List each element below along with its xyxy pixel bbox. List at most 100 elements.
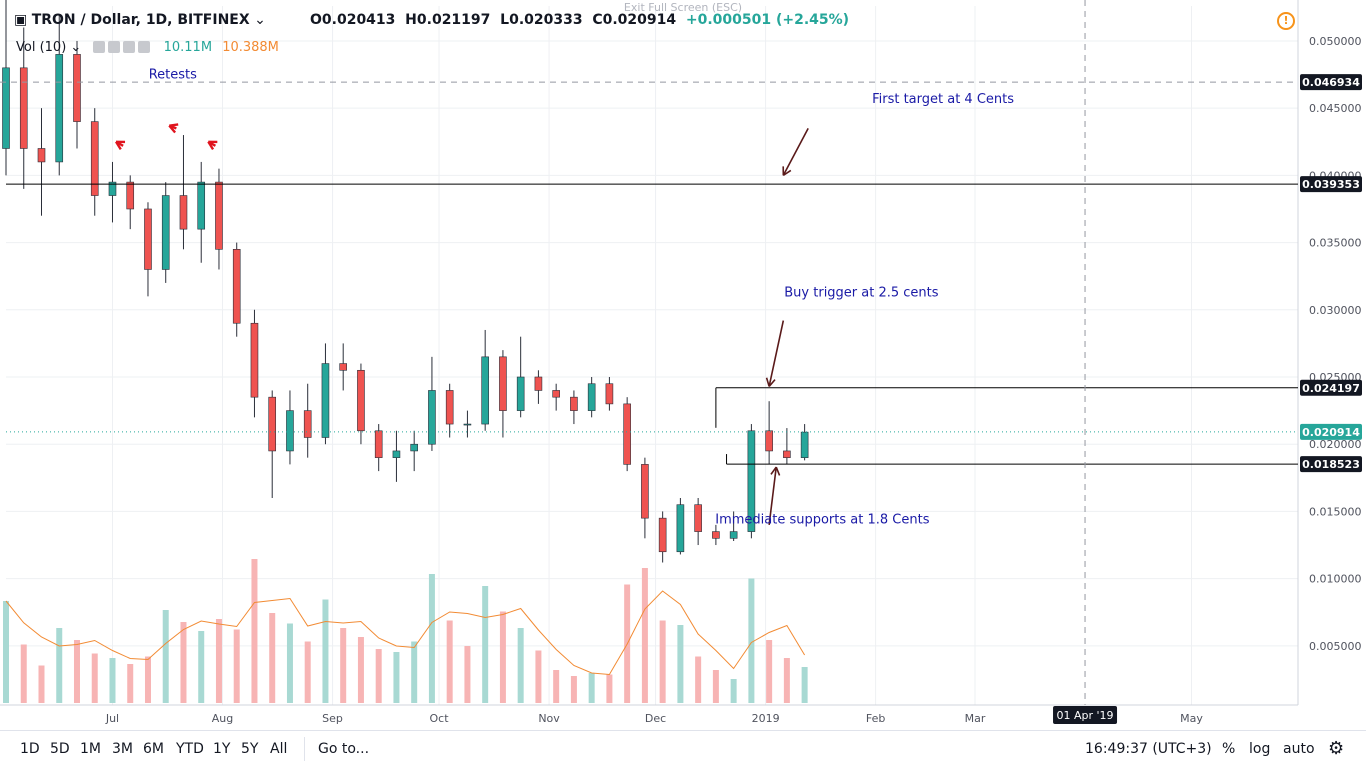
range-1d[interactable]: 1D <box>20 741 40 757</box>
symbol-title: TRON / Dollar, 1D, BITFINEX <box>32 12 250 28</box>
volume-controls <box>93 40 153 55</box>
annotation-label: First target at 4 Cents <box>872 92 1014 107</box>
candle-body <box>73 54 80 121</box>
candle-body <box>730 532 737 539</box>
annotation-arrow <box>783 128 808 175</box>
price-chart[interactable]: 0.0500000.0450000.0400000.0350000.030000… <box>0 0 1366 730</box>
volume-bar <box>429 574 435 703</box>
volume-bar <box>92 654 98 704</box>
volume-bar <box>74 640 80 703</box>
x-tick-label: Oct <box>430 712 450 725</box>
y-tick-label: 0.005000 <box>1309 640 1362 653</box>
volume-bar <box>766 640 772 703</box>
goto-button[interactable]: Go to... <box>318 741 369 757</box>
candle-body <box>357 370 364 430</box>
candle-body <box>499 357 506 411</box>
range-ytd[interactable]: YTD <box>176 741 204 757</box>
candle-body <box>606 384 613 404</box>
x-tick-label: 2019 <box>752 712 780 725</box>
candle-body <box>3 68 10 149</box>
volume-bar <box>269 613 275 703</box>
volume-bar <box>358 637 364 703</box>
symbol-header[interactable]: ▣ TRON / Dollar, 1D, BITFINEX ⌄ <box>14 12 266 28</box>
close-value: C0.020914 <box>592 12 676 28</box>
volume-bar <box>3 601 9 703</box>
ohlc-readout: O0.020413 H0.021197 L0.020333 C0.020914 … <box>310 12 849 28</box>
candle-body <box>659 518 666 552</box>
range-1y[interactable]: 1Y <box>213 741 230 757</box>
volume-bar <box>234 630 240 704</box>
candle-body <box>340 364 347 371</box>
candle-body <box>428 390 435 444</box>
volume-bar <box>731 679 737 703</box>
annotation-label: Immediate supports at 1.8 Cents <box>715 513 929 528</box>
close-icon[interactable] <box>138 41 150 53</box>
percent-toggle[interactable]: % <box>1222 741 1235 757</box>
candle-body <box>411 444 418 451</box>
x-tick-label: Dec <box>645 712 666 725</box>
log-toggle[interactable]: log <box>1249 741 1270 757</box>
range-3m[interactable]: 3M <box>112 741 133 757</box>
volume-ma-value: 10.388M <box>222 40 279 55</box>
candle-body <box>641 464 648 518</box>
crosshair-date-label: 01 Apr '19 <box>1057 709 1114 722</box>
volume-legend: Vol (10) ⌄ 10.11M 10.388M <box>16 40 279 55</box>
candle-body <box>162 196 169 270</box>
auto-toggle[interactable]: auto <box>1283 741 1315 757</box>
volume-bar <box>251 559 257 703</box>
y-tick-label: 0.030000 <box>1309 304 1362 317</box>
volume-bar <box>21 645 27 704</box>
candle-body <box>570 397 577 410</box>
candle-body <box>553 390 560 397</box>
volume-bar <box>376 649 382 703</box>
volume-bar <box>340 628 346 703</box>
volume-bar <box>784 658 790 703</box>
volume-bar <box>642 568 648 703</box>
volume-bar <box>500 612 506 704</box>
y-tick-label: 0.035000 <box>1309 237 1362 250</box>
range-5d[interactable]: 5D <box>50 741 70 757</box>
volume-bar <box>660 621 666 704</box>
candle-body <box>393 451 400 458</box>
eye-icon[interactable] <box>93 41 105 53</box>
range-6m[interactable]: 6M <box>143 741 164 757</box>
candle-body <box>624 404 631 464</box>
volume-bar <box>216 619 222 703</box>
volume-bar <box>535 651 541 704</box>
clock-readout[interactable]: 16:49:37 (UTC+3) <box>1085 741 1212 757</box>
candle-body <box>127 182 134 209</box>
gear-icon[interactable]: ⚙ <box>1328 738 1344 759</box>
candle-body <box>677 505 684 552</box>
y-tick-label: 0.015000 <box>1309 505 1362 518</box>
annotation-arrowhead <box>169 124 178 125</box>
candle-body <box>215 182 222 249</box>
volume-bar <box>393 652 399 703</box>
volume-bar <box>677 625 683 703</box>
volume-bar <box>145 657 151 704</box>
level-price-label: 0.018523 <box>1302 458 1360 471</box>
range-1m[interactable]: 1M <box>80 741 101 757</box>
candle-body <box>375 431 382 458</box>
settings-icon[interactable] <box>108 41 120 53</box>
change-value: +0.000501 (+2.45%) <box>686 12 849 28</box>
x-tick-label: Mar <box>965 712 986 725</box>
open-value: O0.020413 <box>310 12 395 28</box>
candle-body <box>286 411 293 451</box>
chevron-down-icon[interactable]: ⌄ <box>254 12 266 28</box>
volume-bar <box>163 610 169 703</box>
range-5y[interactable]: 5Y <box>241 741 258 757</box>
add-icon[interactable] <box>123 41 135 53</box>
range-all[interactable]: All <box>270 741 287 757</box>
candle-body <box>712 532 719 539</box>
candle-body <box>269 397 276 451</box>
volume-bar <box>482 586 488 703</box>
x-tick-label: Sep <box>322 712 343 725</box>
volume-bar <box>606 675 612 704</box>
chevron-down-icon[interactable]: ⌄ <box>70 40 81 55</box>
x-tick-label: Nov <box>538 712 560 725</box>
volume-bar <box>464 646 470 703</box>
volume-bar <box>180 622 186 703</box>
alert-icon[interactable]: ! <box>1277 12 1295 30</box>
volume-value: 10.11M <box>164 40 212 55</box>
volume-bar <box>322 600 328 704</box>
